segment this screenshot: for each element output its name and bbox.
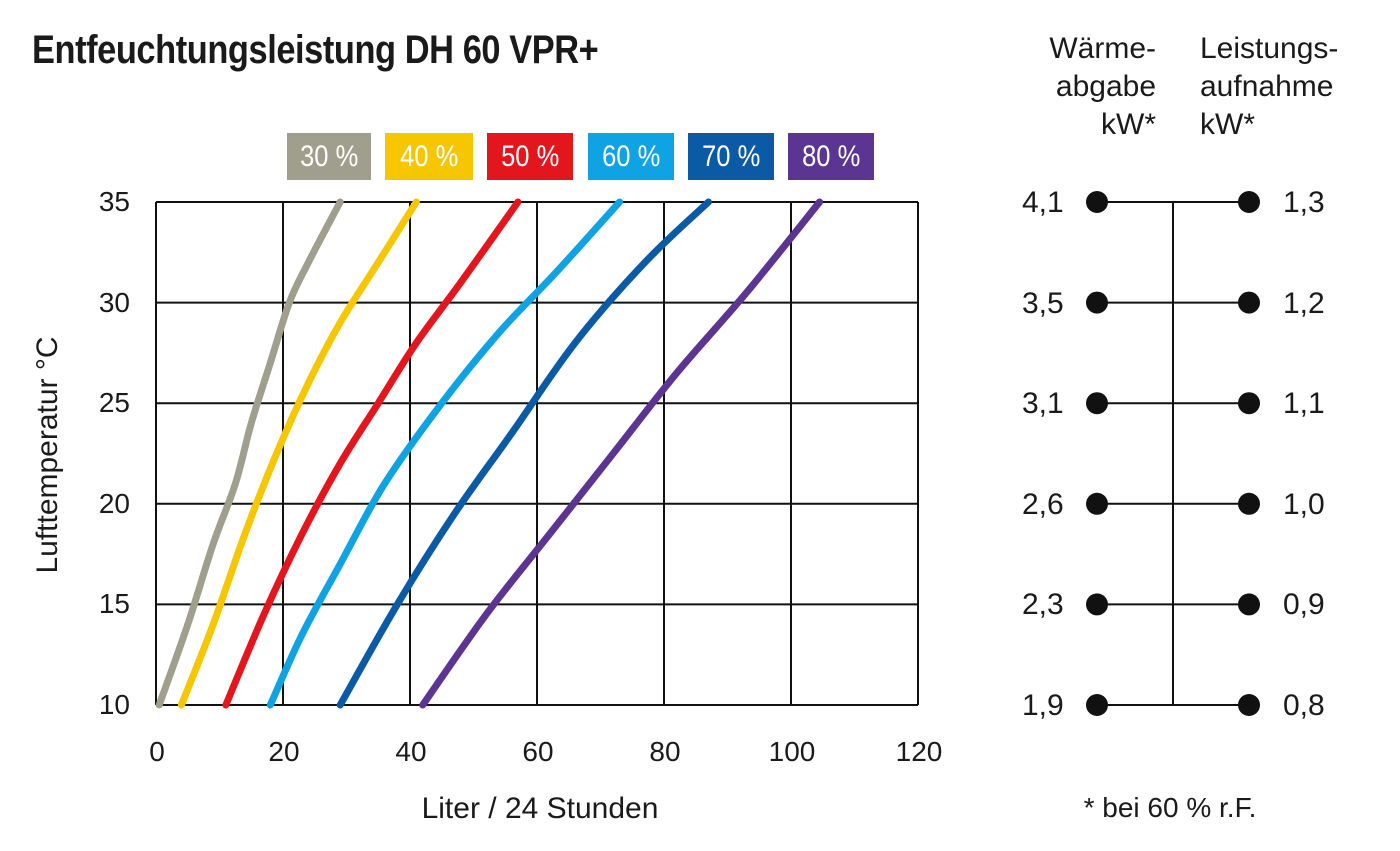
power-dot [1238, 694, 1260, 716]
power-input-header: Leistungs- aufnahme kW* [1200, 32, 1339, 141]
y-tick-label: 10 [98, 689, 130, 720]
legend-item-60: 60 % [588, 133, 674, 180]
power-dot [1238, 291, 1260, 314]
y-tick-label: 15 [98, 588, 130, 619]
y-axis-label: Lufttemperatur °C [31, 336, 64, 574]
series-line-60 [266, 198, 624, 709]
heat-value: 1,9 [1022, 689, 1064, 722]
legend-item-80: 80 % [788, 133, 874, 180]
power-value: 0,9 [1283, 588, 1325, 621]
x-tick-label: 0 [149, 736, 165, 767]
y-tick-label: 25 [98, 387, 130, 418]
legend-item-50: 50 % [487, 133, 573, 180]
x-tick-label: 60 [522, 736, 554, 767]
x-tick-label: 80 [649, 736, 681, 767]
power-value: 0,8 [1283, 689, 1325, 722]
heat-dot [1086, 291, 1108, 314]
y-tick-label: 20 [98, 488, 130, 519]
y-tick-label: 30 [98, 287, 130, 318]
heat-value: 3,1 [1022, 387, 1064, 420]
series-line-40 [177, 198, 420, 709]
heat-value: 4,1 [1022, 186, 1064, 219]
series-line-70 [336, 198, 712, 709]
legend-item-30: 30 % [287, 133, 371, 180]
heat-output-header: Wärme- abgabe kW* [1049, 32, 1156, 141]
legend-item-70: 70 % [688, 133, 774, 180]
power-dot [1238, 392, 1260, 415]
legend-item-40: 40 % [385, 133, 473, 180]
heat-dot [1086, 694, 1108, 716]
x-tick-label: 40 [395, 736, 427, 767]
footnote: * bei 60 % r.F. [1083, 792, 1257, 823]
power-dot [1238, 191, 1260, 213]
y-tick-label: 35 [98, 186, 130, 217]
heat-dot [1086, 392, 1108, 415]
power-dot [1238, 593, 1260, 616]
heat-value: 2,6 [1022, 488, 1064, 521]
power-dot [1238, 492, 1260, 515]
heat-dot [1086, 593, 1108, 616]
series-line-30 [155, 198, 344, 709]
x-tick-label: 120 [895, 736, 943, 767]
power-value: 1,0 [1283, 488, 1325, 521]
series-line-50 [222, 198, 522, 709]
x-tick-label: 100 [768, 736, 816, 767]
chart-title: Entfeuchtungsleistung DH 60 VPR+ [32, 28, 599, 72]
x-axis-label: Liter / 24 Stunden [421, 792, 659, 825]
x-tick-label: 20 [268, 736, 300, 767]
heat-dot [1086, 492, 1108, 515]
series-line-80 [419, 198, 824, 709]
power-value: 1,1 [1283, 387, 1325, 420]
heat-value: 3,5 [1022, 287, 1064, 320]
power-value: 1,2 [1283, 287, 1325, 320]
heat-dot [1086, 191, 1108, 213]
power-value: 1,3 [1283, 186, 1325, 219]
heat-value: 2,3 [1022, 588, 1064, 621]
